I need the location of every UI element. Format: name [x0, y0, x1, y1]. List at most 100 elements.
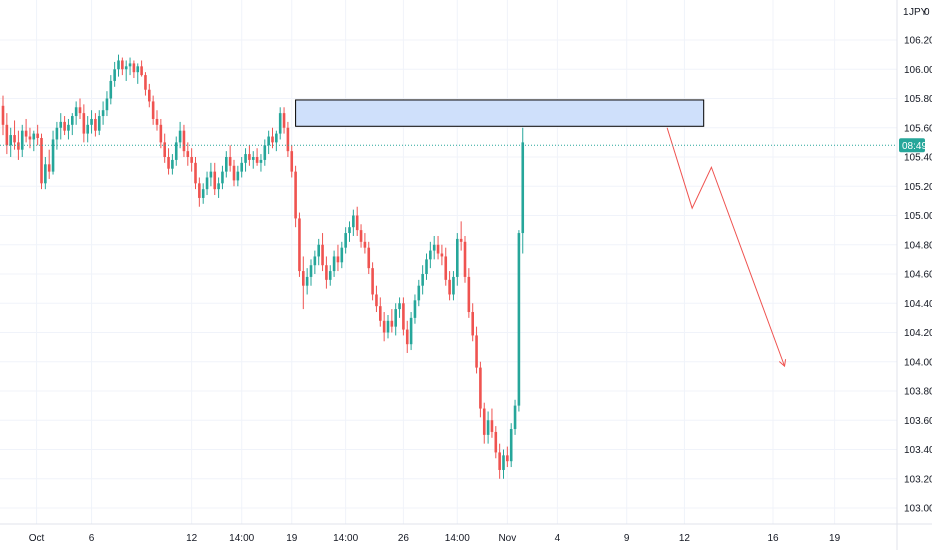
candle-body [171, 159, 174, 169]
candle-body [305, 276, 309, 286]
candle [182, 124, 186, 157]
x-tick-label: 12 [679, 533, 691, 544]
candle-body [471, 312, 474, 336]
time-axis[interactable]: Oct 6 12 14:00 19 14:00 26 14:00 Nov 4 9 12 16 19 [0, 523, 932, 544]
x-tick-label: 19 [829, 533, 841, 544]
candle [486, 411, 490, 444]
candle-body [313, 256, 317, 266]
candle-body [36, 133, 39, 138]
candle-body [1, 105, 5, 125]
candle-body [371, 268, 374, 295]
scale-suffix: 0 [924, 7, 930, 18]
candle-body [174, 142, 178, 160]
candle-body [55, 127, 59, 140]
candle-body [67, 124, 70, 131]
x-tick-label: 14:00 [445, 533, 470, 544]
y-tick-label: 103.600 [904, 416, 932, 427]
candle [509, 423, 513, 468]
candle-body [459, 238, 463, 242]
candle-body [452, 276, 455, 295]
candle [448, 271, 451, 301]
candle [40, 133, 43, 190]
candle [313, 250, 317, 274]
candle [1, 95, 5, 136]
candle [32, 130, 36, 152]
candle-body [402, 303, 405, 330]
candle [24, 118, 28, 143]
candle [236, 165, 240, 187]
candle [429, 241, 432, 269]
candle-body [336, 256, 340, 263]
candle-body [352, 215, 355, 228]
price-tag-label: 08:49 [902, 141, 927, 152]
candle-body [117, 60, 120, 70]
candle-body [82, 113, 86, 134]
candle-body [328, 271, 332, 280]
candle-body [367, 247, 371, 269]
candle-body [294, 171, 297, 219]
candle [132, 60, 136, 79]
candle [336, 244, 340, 272]
candle-body [213, 171, 217, 190]
candle [255, 148, 259, 166]
candle [13, 120, 16, 150]
supply-zone-rect [295, 99, 705, 127]
candle-body [440, 253, 444, 257]
candle [294, 165, 297, 228]
x-tick-label: 14:00 [229, 533, 254, 544]
supply-zone [295, 99, 705, 127]
candle-body [13, 135, 16, 143]
candle-body [32, 133, 36, 140]
candle-body [379, 306, 382, 321]
candle [375, 285, 378, 313]
candle [513, 399, 517, 435]
candle [436, 235, 440, 260]
candle [82, 104, 86, 143]
candle-body [236, 171, 240, 181]
candle-body [482, 408, 486, 435]
candle [502, 449, 505, 479]
candle [367, 241, 371, 274]
candle [55, 121, 59, 150]
x-tick-label: 12 [186, 533, 198, 544]
candle [221, 165, 224, 190]
candle [286, 121, 290, 157]
candle [148, 83, 151, 108]
candle [36, 124, 39, 146]
candle [20, 124, 24, 157]
candle [251, 151, 255, 169]
candle [244, 148, 247, 172]
candle [44, 157, 47, 190]
candle-body [113, 69, 116, 81]
candle-body [421, 274, 424, 286]
candle-body [24, 130, 28, 137]
candle-body [275, 133, 278, 143]
candle-body [205, 177, 209, 190]
candle-body [140, 66, 143, 76]
candle-body [44, 164, 47, 184]
candle-body [398, 303, 401, 310]
candle [405, 320, 409, 353]
candle [440, 244, 444, 266]
candle [101, 101, 105, 125]
candle [9, 127, 12, 157]
candle [194, 157, 197, 190]
candle [90, 110, 93, 134]
candle [140, 60, 143, 77]
candle-body [124, 66, 128, 70]
candle-body [128, 63, 132, 67]
candle [471, 303, 474, 342]
candle [421, 265, 424, 295]
candle [74, 101, 78, 125]
candle [382, 312, 386, 342]
candle [155, 110, 159, 131]
candle-body [5, 124, 9, 146]
candle [402, 297, 405, 336]
candle-body [321, 244, 324, 266]
candle [263, 139, 267, 166]
candle [259, 154, 263, 172]
price-axis[interactable]: 106.200 106.000 105.800 105.600 105.400 105.2… [896, 0, 932, 550]
candle-body [290, 151, 294, 172]
candle-body [178, 130, 182, 143]
